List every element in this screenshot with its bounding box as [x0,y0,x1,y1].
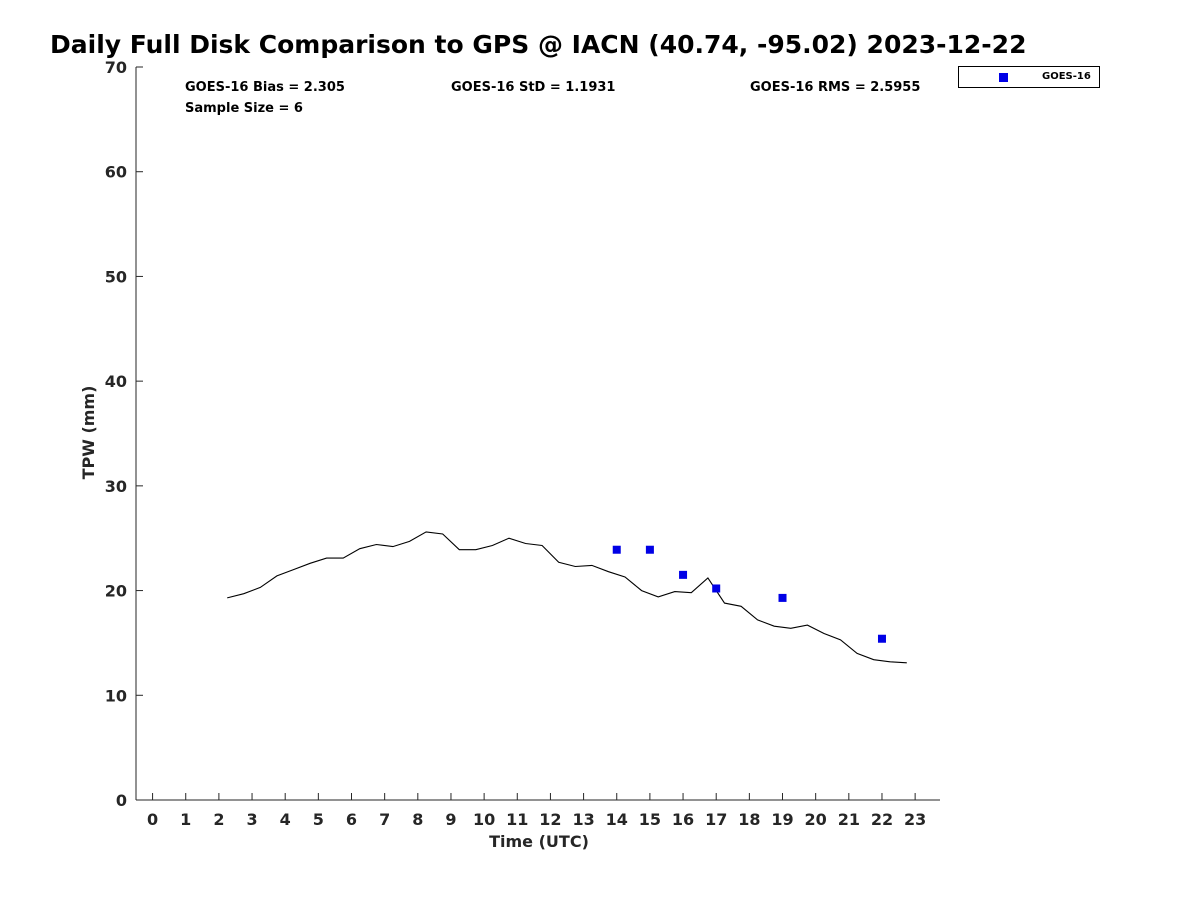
x-tick-label: 15 [639,810,661,829]
x-tick-label: 8 [412,810,423,829]
x-tick-label: 0 [147,810,158,829]
y-tick-label: 0 [116,791,127,810]
x-tick-label: 21 [838,810,860,829]
legend-label: GOES-16 [1042,71,1091,82]
y-tick-label: 70 [105,58,127,77]
rms-stat: GOES-16 RMS = 2.5955 [750,80,921,95]
y-tick-label: 30 [105,477,127,496]
goes16-point [645,545,654,554]
x-tick-label: 12 [539,810,561,829]
x-tick-label: 5 [313,810,324,829]
x-tick-label: 4 [280,810,291,829]
x-tick-label: 16 [672,810,694,829]
sample-size-stat: Sample Size = 6 [185,101,303,116]
std-stat: GOES-16 StD = 1.1931 [451,80,616,95]
x-tick-label: 11 [506,810,528,829]
goes16-point [612,545,621,554]
x-tick-label: 23 [904,810,926,829]
y-tick-label: 50 [105,267,127,286]
y-axis-label: TPW (mm) [79,386,98,480]
x-axis-label: Time (UTC) [489,832,589,851]
y-tick-label: 20 [105,582,127,601]
legend: GOES-16 [958,66,1100,88]
x-tick-label: 14 [606,810,628,829]
goes16-point [778,593,787,602]
legend-marker [999,73,1008,82]
x-tick-label: 10 [473,810,495,829]
x-tick-label: 18 [738,810,760,829]
x-tick-label: 7 [379,810,390,829]
x-tick-label: 20 [805,810,827,829]
y-tick-label: 40 [105,372,127,391]
x-tick-label: 13 [572,810,594,829]
x-tick-label: 2 [213,810,224,829]
x-tick-label: 19 [771,810,793,829]
x-tick-label: 17 [705,810,727,829]
y-tick-label: 10 [105,686,127,705]
x-tick-label: 9 [445,810,456,829]
chart-title: Daily Full Disk Comparison to GPS @ IACN… [50,30,1027,59]
x-tick-label: 3 [246,810,257,829]
x-tick-label: 6 [346,810,357,829]
y-tick-label: 60 [105,163,127,182]
goes16-point [712,584,721,593]
bias-stat: GOES-16 Bias = 2.305 [185,80,345,95]
x-tick-label: 1 [180,810,191,829]
goes16-point [679,570,688,579]
gps-tpw-line [227,531,907,664]
goes16-point [877,634,886,643]
x-tick-label: 22 [871,810,893,829]
